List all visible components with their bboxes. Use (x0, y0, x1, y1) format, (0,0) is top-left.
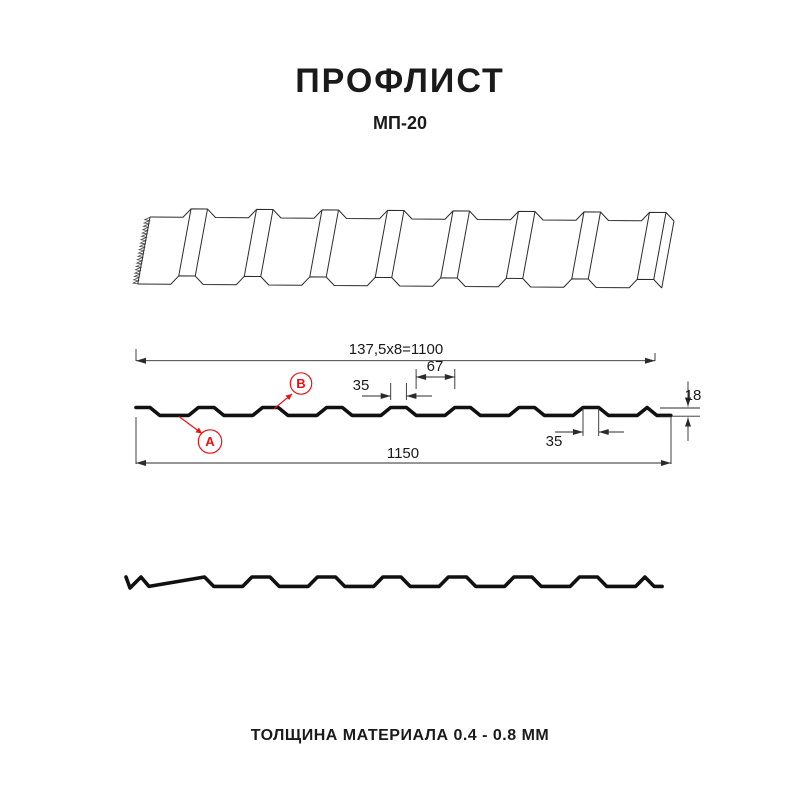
svg-text:18: 18 (685, 387, 702, 404)
svg-text:A: A (205, 434, 215, 449)
svg-text:67: 67 (427, 358, 444, 375)
svg-text:35: 35 (353, 377, 370, 394)
svg-text:35: 35 (546, 433, 563, 450)
svg-text:1150: 1150 (387, 445, 419, 462)
svg-text:B: B (296, 376, 305, 391)
svg-text:137,5x8=1100: 137,5x8=1100 (349, 341, 443, 358)
